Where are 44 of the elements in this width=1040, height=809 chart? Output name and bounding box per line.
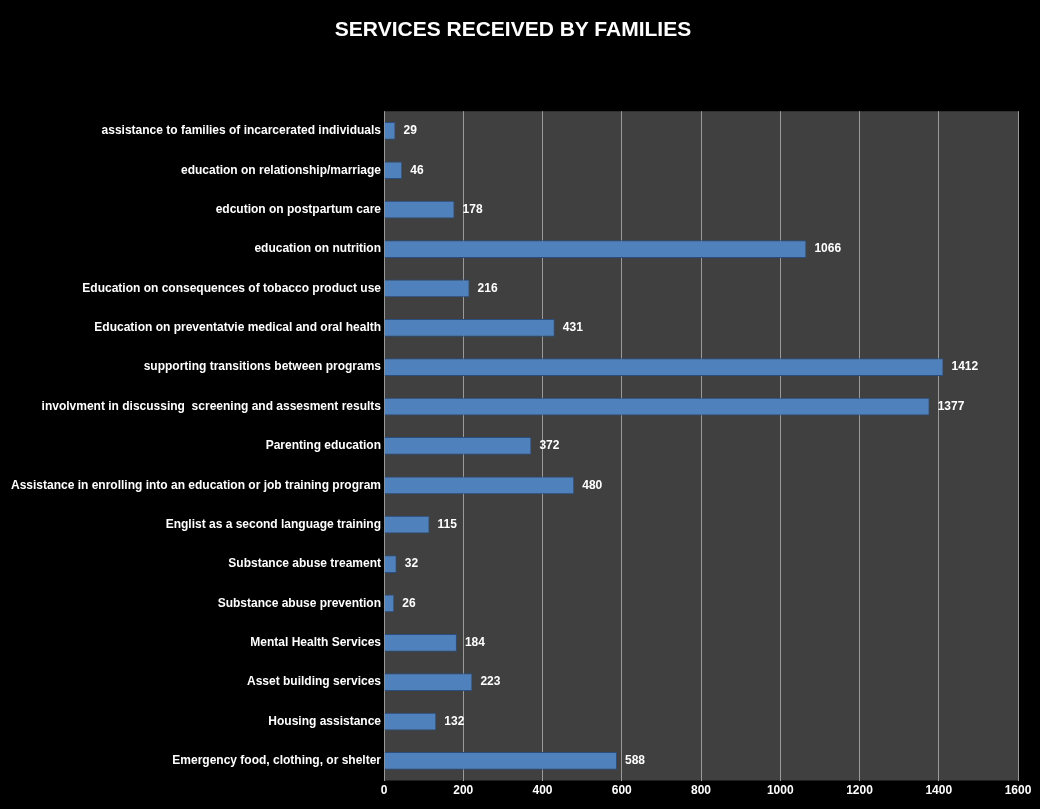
y-tick-label: Englist as a second language training xyxy=(165,516,382,531)
data-label: 29 xyxy=(403,123,418,138)
y-tick-label: education on nutrition xyxy=(254,241,382,256)
y-tick-label: supporting transitions between programs xyxy=(143,359,382,374)
y-tick-label: Assistance in enrolling into an education or job training program xyxy=(10,477,382,492)
x-tick-label: 0 xyxy=(380,783,388,798)
x-tick-label: 800 xyxy=(691,783,712,798)
data-label: 46 xyxy=(410,162,424,177)
x-tick-label: 1000 xyxy=(766,783,794,798)
x-tick-label: 1400 xyxy=(925,783,953,798)
y-tick-label: Substance abuse treament xyxy=(228,556,382,571)
y-tick-label: Mental Health Services xyxy=(250,635,382,650)
y-tick-label: Substance abuse prevention xyxy=(217,595,382,610)
data-label: 216 xyxy=(477,280,498,295)
y-tick-label: assistance to families of incarcerated individuals xyxy=(101,123,382,138)
data-label: 223 xyxy=(480,674,501,689)
chart-title: SERVICES RECEIVED BY FAMILIES xyxy=(334,17,692,41)
x-tick-label: 1200 xyxy=(846,783,874,798)
data-label: 1412 xyxy=(951,359,979,374)
y-tick-label: Parenting education xyxy=(265,438,382,453)
data-label: 115 xyxy=(437,516,458,531)
data-label: 26 xyxy=(402,595,417,610)
y-tick-label: edcution on postpartum care xyxy=(215,201,382,216)
x-tick-label: 200 xyxy=(453,783,474,798)
data-label: 372 xyxy=(539,438,560,453)
y-tick-label: Emergency food, clothing, or shelter xyxy=(172,753,382,768)
y-tick-label: involvment in discussing screening and assesment results xyxy=(41,398,382,413)
data-label: 132 xyxy=(444,713,465,728)
data-label: 588 xyxy=(625,753,646,768)
data-label: 431 xyxy=(562,320,584,335)
data-label: 178 xyxy=(462,201,483,216)
data-label: 32 xyxy=(404,556,419,571)
x-tick-label: 400 xyxy=(532,783,553,798)
y-tick-label: Education on consequences of tobacco product use xyxy=(82,280,382,295)
data-label: 480 xyxy=(582,477,603,492)
data-label: 184 xyxy=(464,635,486,650)
y-tick-label: education on relationship/marriage xyxy=(180,162,382,177)
data-label: 1066 xyxy=(814,241,842,256)
y-tick-label: Housing assistance xyxy=(268,713,382,728)
y-tick-label: Education on preventatvie medical and oral health xyxy=(94,320,382,335)
x-tick-label: 600 xyxy=(611,783,633,798)
x-tick-label: 1600 xyxy=(1004,783,1032,798)
y-tick-label: Asset building services xyxy=(246,674,382,689)
data-label: 1377 xyxy=(937,398,965,413)
